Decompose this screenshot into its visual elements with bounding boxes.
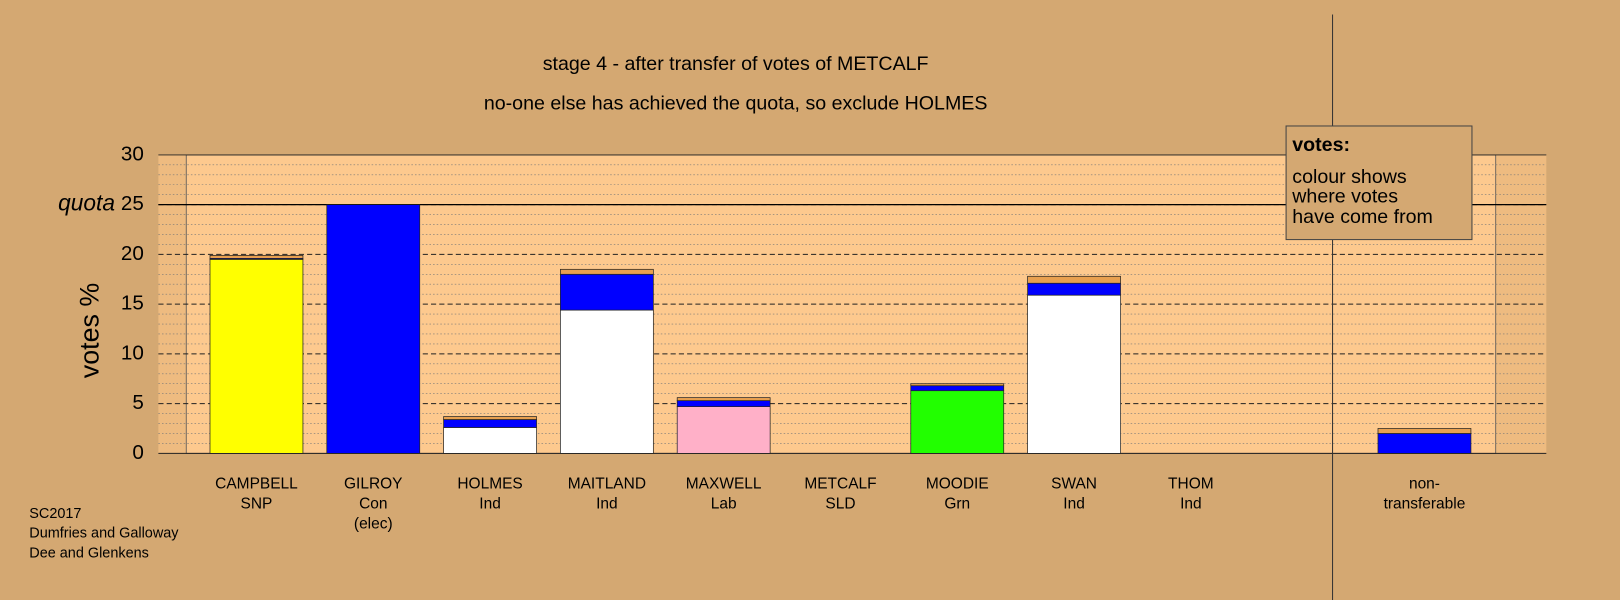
- x-tick-label: CAMPBELL: [215, 475, 298, 492]
- x-tick-label: Ind: [596, 496, 618, 513]
- x-tick-label: Con: [359, 496, 387, 513]
- y-tick-label: 10: [121, 341, 144, 364]
- legend-title: votes:: [1292, 134, 1350, 156]
- x-tick-label: non-: [1409, 475, 1440, 492]
- bar-segment: [560, 273, 654, 311]
- x-tick-label: THOM: [1168, 475, 1214, 492]
- bar-segment: [1377, 433, 1472, 454]
- x-tick-label: Grn: [944, 496, 970, 513]
- bar-segment: [1027, 282, 1121, 296]
- chart-title: stage 4 - after transfer of votes of MET…: [543, 53, 929, 75]
- x-tick-label: (elec): [354, 516, 393, 533]
- legend-line: colour shows: [1292, 166, 1407, 188]
- footer: SC2017: [29, 506, 81, 522]
- bar-segment: [1377, 428, 1472, 434]
- legend-line: have come from: [1292, 206, 1433, 228]
- bar-segment: [443, 427, 537, 454]
- x-tick-label: SWAN: [1051, 475, 1097, 492]
- x-tick-label: HOLMES: [457, 475, 522, 492]
- bar-segment: [676, 406, 771, 454]
- bar-segment: [1027, 294, 1121, 454]
- bar-segment: [910, 383, 1005, 387]
- bars: [209, 204, 1472, 454]
- x-tick-label: METCALF: [804, 475, 876, 492]
- legend-box: [1285, 125, 1473, 241]
- bar-segment: [443, 416, 537, 420]
- bar-segment: [560, 268, 654, 275]
- x-tick-label: GILROY: [344, 475, 403, 492]
- legend-line: where votes: [1291, 185, 1398, 207]
- quota-label: quota: [58, 190, 115, 216]
- x-tick-label: transferable: [1384, 496, 1466, 513]
- x-tick-label: Ind: [1180, 496, 1202, 513]
- bar-segment: [209, 255, 304, 259]
- bar-segment: [910, 390, 1005, 454]
- bar-segment: [209, 259, 304, 454]
- bar-segment: [560, 309, 654, 454]
- bar-segment: [676, 400, 771, 407]
- bar-segment: [910, 385, 1005, 392]
- x-tick-label: Ind: [479, 496, 501, 513]
- y-tick-label: 15: [121, 292, 144, 315]
- x-tick-label: Ind: [1063, 496, 1085, 513]
- footer: Dumfries and Galloway: [29, 526, 179, 542]
- x-tick-label: SNP: [241, 496, 273, 513]
- x-tick-label: MOODIE: [926, 475, 989, 492]
- x-tick-label: MAITLAND: [568, 475, 646, 492]
- y-tick-label: 0: [132, 441, 143, 464]
- y-tick-label: 25: [121, 192, 144, 215]
- bar-segment: [1027, 275, 1121, 284]
- legend: votes: colour shows where votes have com…: [1285, 125, 1473, 241]
- bar-segment: [676, 397, 771, 401]
- footer: Dee and Glenkens: [29, 545, 149, 561]
- x-tick-label: MAXWELL: [686, 475, 762, 492]
- y-tick-label: 5: [132, 391, 143, 414]
- y-tick-label: 30: [121, 142, 144, 165]
- y-tick-label: 20: [121, 242, 144, 265]
- x-tick-label: Lab: [711, 496, 737, 513]
- bar-segment: [443, 419, 537, 428]
- y-axis-label: votes %: [74, 283, 104, 379]
- x-tick-label: SLD: [825, 496, 855, 513]
- chart-subtitle: no-one else has achieved the quota, so e…: [484, 92, 988, 114]
- bar-segment: [326, 204, 421, 454]
